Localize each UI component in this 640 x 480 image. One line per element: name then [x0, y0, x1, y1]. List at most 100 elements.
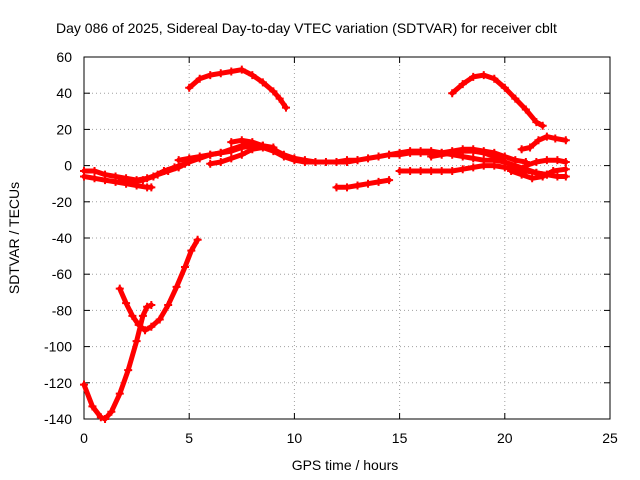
x-tick-label: 15 — [392, 430, 408, 446]
data-point — [385, 176, 394, 185]
data-point — [193, 235, 202, 244]
y-tick-label: -140 — [44, 411, 72, 427]
data-point — [448, 148, 457, 157]
data-point — [101, 415, 110, 423]
data-point — [172, 282, 181, 291]
data-point — [141, 326, 150, 335]
x-tick-label: 25 — [602, 430, 618, 446]
data-point — [458, 80, 467, 89]
data-point — [227, 67, 236, 76]
data-point — [561, 136, 570, 145]
series-arc-14 — [448, 71, 547, 130]
data-point — [128, 311, 137, 320]
data-point — [90, 167, 99, 176]
data-point — [216, 157, 225, 166]
y-tick-label: 20 — [56, 121, 72, 137]
data-point — [269, 87, 278, 96]
chart-title: Day 086 of 2025, Sidereal Day-to-day VTE… — [56, 20, 557, 36]
data-point — [174, 156, 183, 165]
data-point — [437, 150, 446, 159]
data-point — [521, 161, 530, 170]
data-point — [122, 299, 131, 308]
data-point — [332, 183, 341, 192]
data-point — [185, 83, 194, 92]
data-point — [279, 150, 288, 159]
data-point — [448, 167, 457, 176]
data-point — [227, 154, 236, 163]
data-point — [490, 152, 499, 161]
data-point — [542, 156, 551, 165]
data-point — [290, 154, 299, 163]
data-point — [147, 322, 156, 331]
data-point — [332, 157, 341, 166]
data-point — [479, 71, 488, 80]
data-point — [532, 157, 541, 166]
data-point — [532, 118, 541, 127]
data-point — [406, 167, 415, 176]
data-point — [511, 94, 520, 103]
data-point — [448, 89, 457, 98]
data-point — [469, 154, 478, 163]
data-point — [206, 150, 215, 159]
data-point — [185, 154, 194, 163]
x-axis-title: GPS time / hours — [292, 457, 399, 473]
series-arc-16 — [517, 132, 570, 154]
data-point — [321, 157, 330, 166]
data-point — [374, 177, 383, 186]
data-point — [134, 320, 143, 329]
data-point — [437, 167, 446, 176]
data-point — [374, 152, 383, 161]
data-point — [80, 380, 88, 389]
data-point — [117, 176, 126, 185]
data-point — [258, 78, 267, 87]
data-point — [170, 163, 179, 172]
data-point — [561, 172, 570, 181]
data-point — [479, 148, 488, 157]
data-point — [128, 177, 137, 186]
data-point — [227, 147, 236, 156]
data-point — [395, 167, 404, 176]
data-point — [248, 71, 257, 80]
data-point — [553, 156, 562, 165]
series-arc-2 — [115, 235, 202, 335]
data-point — [88, 402, 97, 411]
y-tick-label: -40 — [52, 230, 72, 246]
data-point — [416, 147, 425, 156]
data-point — [115, 284, 124, 293]
data-point — [195, 152, 204, 161]
data-point — [164, 300, 173, 309]
data-point — [237, 143, 246, 152]
data-point — [517, 170, 526, 179]
data-point — [343, 156, 351, 165]
data-point — [237, 136, 246, 145]
data-point — [517, 145, 526, 154]
series-arc-17 — [507, 165, 570, 183]
data-point — [237, 65, 246, 74]
data-point — [538, 172, 547, 181]
data-point — [216, 69, 225, 78]
data-point — [364, 154, 373, 163]
data-point — [138, 311, 147, 320]
series-line — [81, 302, 154, 422]
data-point — [115, 389, 124, 398]
data-point — [101, 176, 110, 185]
data-point — [149, 172, 158, 181]
data-point — [469, 163, 478, 172]
data-point — [159, 167, 168, 176]
data-point — [237, 150, 246, 159]
data-point — [551, 134, 560, 143]
series-arc-11 — [332, 176, 394, 192]
series-arc-5 — [117, 159, 189, 186]
data-point — [269, 145, 278, 154]
data-point — [353, 156, 362, 165]
data-point — [143, 302, 152, 311]
data-point — [227, 138, 236, 147]
data-point — [281, 103, 290, 112]
data-point — [542, 132, 551, 141]
data-point — [248, 138, 257, 147]
series-line — [117, 237, 201, 333]
y-tick-label: 60 — [56, 49, 72, 65]
x-tick-label: 5 — [185, 430, 193, 446]
series-arc-9 — [185, 65, 290, 112]
y-tick-label: 40 — [56, 85, 72, 101]
